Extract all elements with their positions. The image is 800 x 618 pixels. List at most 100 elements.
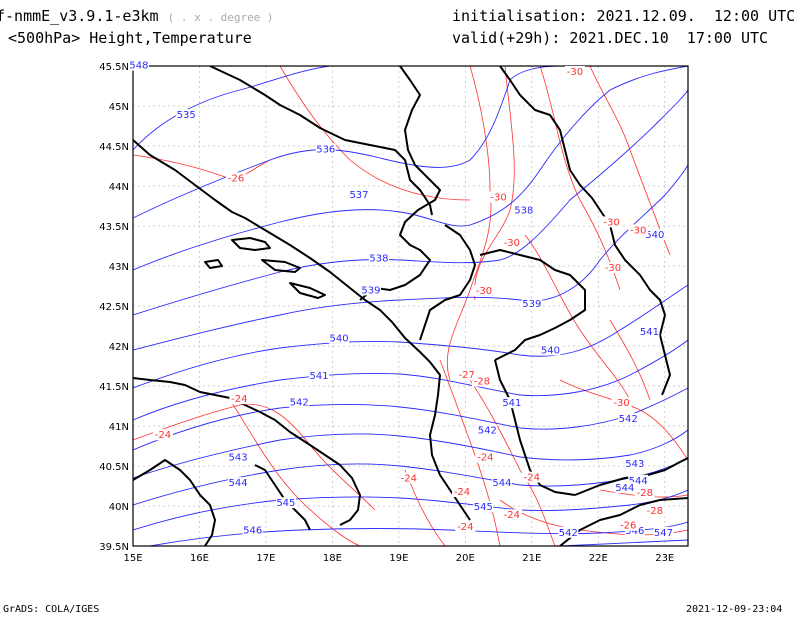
height-contour-label-bg [348,189,369,201]
height-contour-label-bg [644,229,665,241]
height-contour-label-bg [275,497,296,509]
height-contour-label-bg [624,458,645,469]
height-contour-label-bg [521,298,542,309]
temperature-contour-label-bg [452,486,473,497]
temperature-contour-label-bg [152,429,173,441]
temperature-contour [279,66,471,201]
height-contour-label: 540 [541,345,560,356]
valid-time: valid(+29h): 2021.DEC.10 17:00 UTC [452,29,768,47]
height-contour-label: 535 [177,110,196,121]
lat-tick-label: 44.5N [99,142,129,153]
montenegro-border [419,224,476,341]
height-contour [133,66,688,271]
temperature-contour-label-bg [628,224,649,236]
height-contour-label: 544 [629,476,648,487]
lat-tick-label: 41.5N [99,382,129,393]
kosovo-border [479,249,586,361]
height-contour-label-bg [329,332,350,344]
lat-lon-grid [133,66,688,546]
height-contour-label: 542 [478,425,497,436]
height-contour-label-bg [368,252,389,264]
height-contour-label-bg [614,482,635,493]
temperature-contour-label: -24 [504,510,520,521]
plot-frame [132,65,689,547]
temperature-contour-label-bg [501,509,522,521]
temperature-contour-label: -24 [401,473,417,484]
temperature-contour-label: -24 [454,487,470,498]
height-contour [133,284,688,389]
footer-timestamp: 2021-12-09-23:04 [686,604,783,615]
lon-tick-label: 16E [190,553,209,564]
temperature-contour-label-bg [602,262,623,273]
lon-tick-label: 19E [389,553,408,564]
height-contour-label: 545 [276,498,295,509]
temperature-contour-label-bg [226,172,247,184]
temperature-contour-label: -30 [613,398,629,409]
temperature-contour-label: -30 [605,263,621,274]
temperature-contour-label-bg [473,285,494,297]
height-contour-label-bg [176,109,197,121]
greece-coast [559,497,688,546]
italy-boot [133,459,216,546]
temperature-contour-label: -28 [647,506,663,517]
height-contour-label: 539 [361,285,380,296]
temperature-contour-label: -28 [474,377,490,388]
height-contour-label-bg [315,143,336,155]
temperature-contour-label: -26 [620,521,636,532]
height-contour-label: 539 [522,299,541,310]
init-label: initialisation: [452,7,588,25]
height-contour-label-bg [513,204,534,216]
island [289,282,326,299]
init-value: 2021.12.09. 12:00 UTC [596,7,796,25]
temperature-contour-label: -30 [567,67,583,78]
albania-border [429,361,471,521]
field-title: <500hPa> Height,Temperature [8,29,252,47]
temperature-contour-label: -28 [637,488,653,499]
height-contour-label-bg [228,451,249,463]
height-contour-label: 538 [369,253,388,264]
temperature-contour-label: -30 [476,286,492,297]
height-contour-label-bg [289,396,310,408]
valid-label: valid(+29h): [452,29,561,47]
temperature-contour-label-bg [618,519,639,531]
height-contour [133,164,688,351]
height-contour-label: 540 [645,230,664,241]
height-contour-label-bg [309,370,330,381]
lat-tick-label: 39.5N [99,542,129,553]
lat-tick-label: 45N [109,102,129,113]
temperature-contour-label: -30 [490,193,506,204]
height-contour-label-bg [653,526,674,538]
height-contour [133,489,688,531]
height-contour-label: 542 [619,414,638,425]
lat-tick-label: 41N [109,422,129,433]
lon-tick-label: 21E [522,553,541,564]
height-contour-label: 546 [625,526,644,537]
model-name: f-nmmE_v3.9.1-e3km [0,7,159,25]
height-contour-label: 542 [290,397,309,408]
temperature-contour-label-bg [475,451,496,463]
temperature-contour-label: -30 [504,238,520,249]
temperature-contour-label: -24 [524,473,540,484]
temperature-label-layer: -30-26-30-30-30-30-30-30-27-28-30-24-24-… [152,66,665,533]
temperature-contour-label: -30 [603,217,619,228]
height-contour-label-bg [628,474,649,486]
height-contour-label: 544 [492,478,511,489]
height-contour-label-bg [618,413,639,425]
height-contour-label: 538 [514,205,533,216]
temperature-contour-label-bg [471,375,492,387]
lon-tick-label: 17E [256,553,275,564]
height-contour-label: 541 [502,398,521,409]
lat-tick-label: 45.5N [99,62,129,73]
lon-tick-label: 22E [589,553,608,564]
temperature-contour-label-bg [229,393,250,405]
island [231,237,271,251]
temperature-contour-label: -30 [630,225,646,236]
height-contour-label: 544 [615,483,634,494]
height-contour-label-bg [491,477,512,489]
temperature-contour-label: -24 [457,522,473,533]
temperature-contour-label-bg [634,486,655,498]
height-contour-label-bg [128,59,149,71]
valid-value: 2021.DEC.10 17:00 UTC [569,29,769,47]
temperature-contour [133,403,376,511]
height-contour-label-bg [540,344,561,356]
